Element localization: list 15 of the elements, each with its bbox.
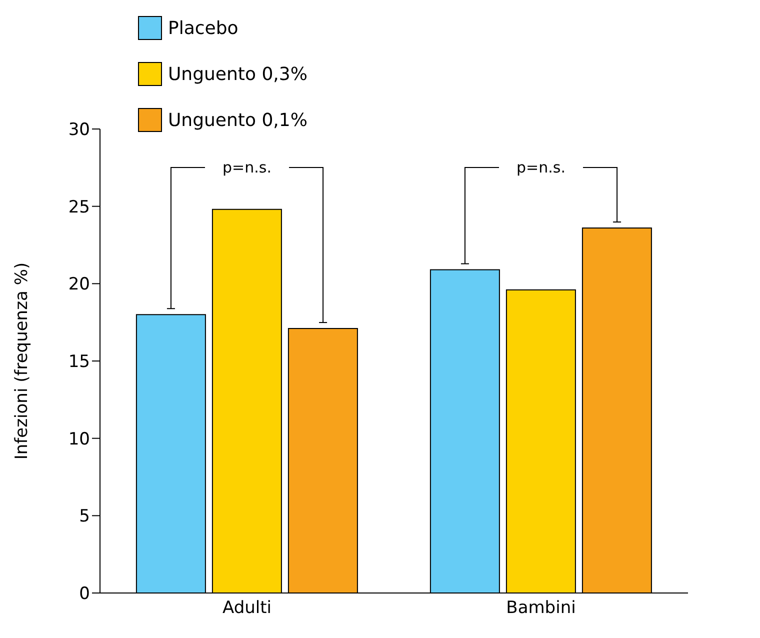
y-tick-label: 10 [68,429,90,450]
annotation: p=n.s. [516,158,566,177]
y-tick-label: 25 [68,197,90,218]
y-tick-label: 15 [68,352,90,372]
y-tick-label: 5 [79,506,90,527]
y-axis-title: Infezioni (frequenza %) [12,262,32,460]
x-tick-label: Adulti [222,598,272,618]
y-tick-label: 30 [68,120,90,140]
annotation: p=n.s. [222,158,272,177]
legend-label: Unguento 0,1% [168,110,308,130]
y-tick-label: 20 [68,274,90,295]
legend-label: Placebo [168,18,238,38]
y-tick-label: 0 [79,584,90,604]
x-tick-label: Bambini [506,598,576,618]
legend-label: Unguento 0,3% [168,64,308,84]
